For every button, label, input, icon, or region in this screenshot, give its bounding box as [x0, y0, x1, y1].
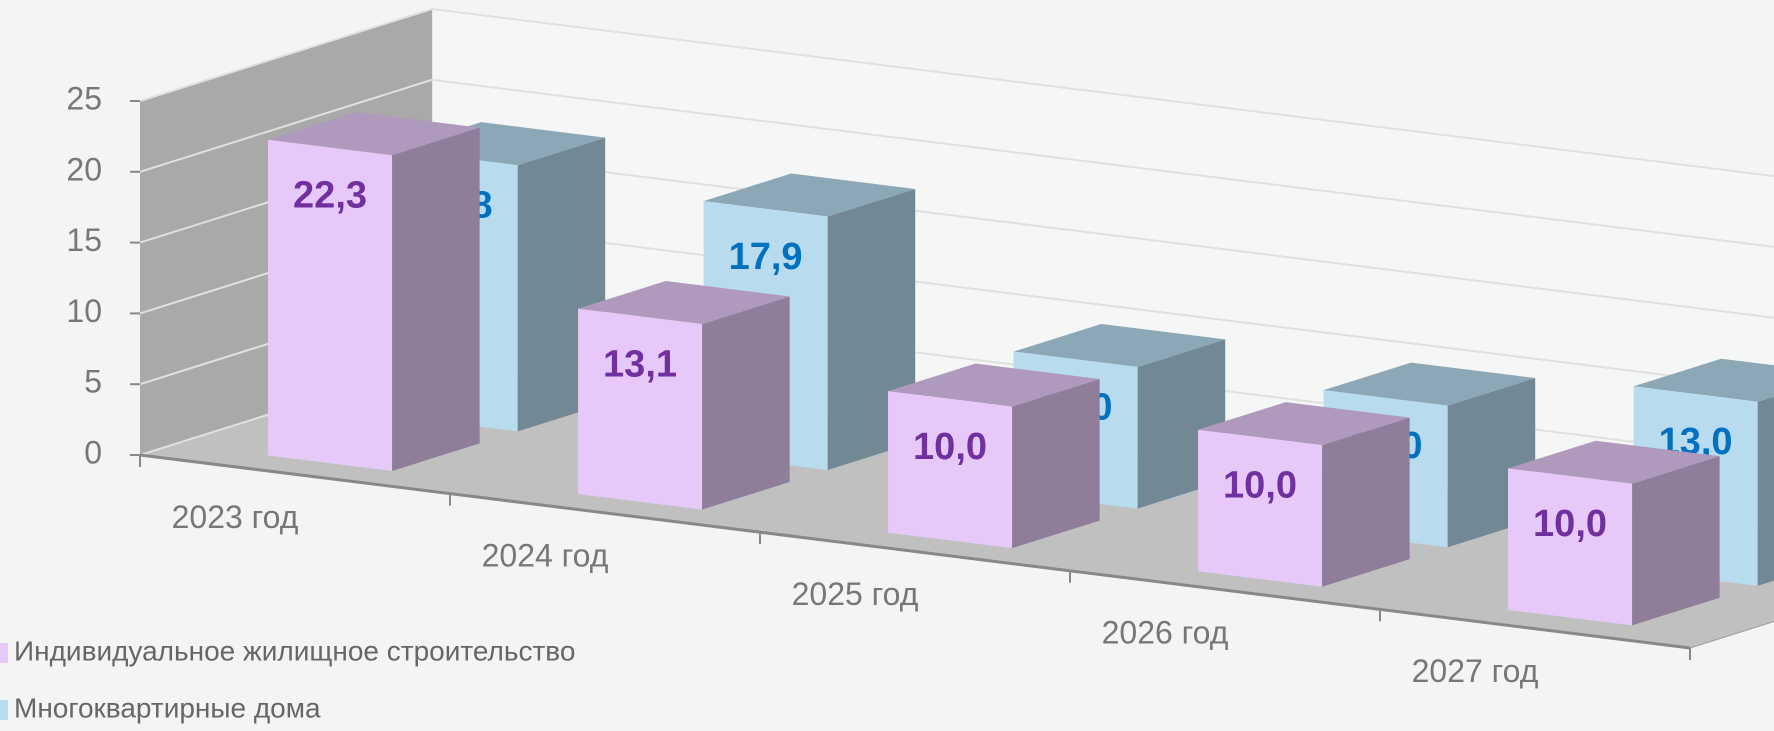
- grid-line: [139, 7, 1774, 178]
- x-tick-label: 2026 год: [1102, 615, 1229, 651]
- y-tick-label: 20: [66, 151, 102, 187]
- bar: [1508, 440, 1720, 626]
- bar-front: [578, 308, 703, 510]
- x-tick-label: 2024 год: [482, 537, 609, 573]
- bar-top: [1198, 402, 1410, 446]
- bar: [268, 112, 480, 471]
- legend-label: Многоквартирные дома: [14, 692, 321, 723]
- data-label: 10,0: [1223, 464, 1297, 506]
- bar-top: [703, 173, 916, 217]
- bar-side: [1012, 378, 1100, 549]
- bar-side: [1322, 417, 1410, 587]
- y-tick-label: 0: [84, 434, 102, 470]
- bar: [1198, 402, 1410, 587]
- data-label: 17,9: [729, 236, 803, 278]
- bar-top: [1633, 358, 1774, 402]
- x-tick-label: 2025 год: [792, 576, 919, 612]
- y-tick-label: 5: [84, 364, 102, 400]
- data-label: 10,0: [1533, 503, 1607, 545]
- bar-top: [1508, 440, 1720, 484]
- y-tick-label: 15: [66, 222, 102, 258]
- bar-top: [1323, 362, 1536, 406]
- bar-front: [1508, 468, 1633, 626]
- x-tick-label: 2027 год: [1412, 653, 1539, 689]
- bar: [578, 281, 790, 510]
- y-tick-label: 10: [66, 293, 102, 329]
- legend-swatch: [0, 700, 8, 720]
- bar-top: [1013, 323, 1226, 368]
- bar-top: [578, 281, 790, 325]
- x-axis: [139, 453, 1691, 650]
- legend-label: Индивидуальное жилищное строительство: [14, 635, 575, 666]
- data-label: 10,0: [913, 426, 987, 468]
- bar-front: [888, 391, 1013, 549]
- bar-top: [268, 112, 480, 156]
- bar-top: [888, 363, 1100, 407]
- data-label: 22,3: [293, 175, 367, 217]
- data-label: 13,1: [603, 343, 677, 385]
- legend-swatch: [0, 643, 8, 663]
- bar-side: [1632, 456, 1720, 626]
- bar-side: [702, 296, 790, 510]
- x-tick-label: 2023 год: [172, 499, 299, 535]
- bar-side: [392, 127, 480, 471]
- y-tick-label: 25: [66, 80, 102, 116]
- bar-front: [268, 139, 393, 471]
- bar-front: [1198, 429, 1323, 587]
- grid-line: [139, 78, 1774, 248]
- bar: [888, 363, 1100, 549]
- bar-side: [1757, 396, 1774, 586]
